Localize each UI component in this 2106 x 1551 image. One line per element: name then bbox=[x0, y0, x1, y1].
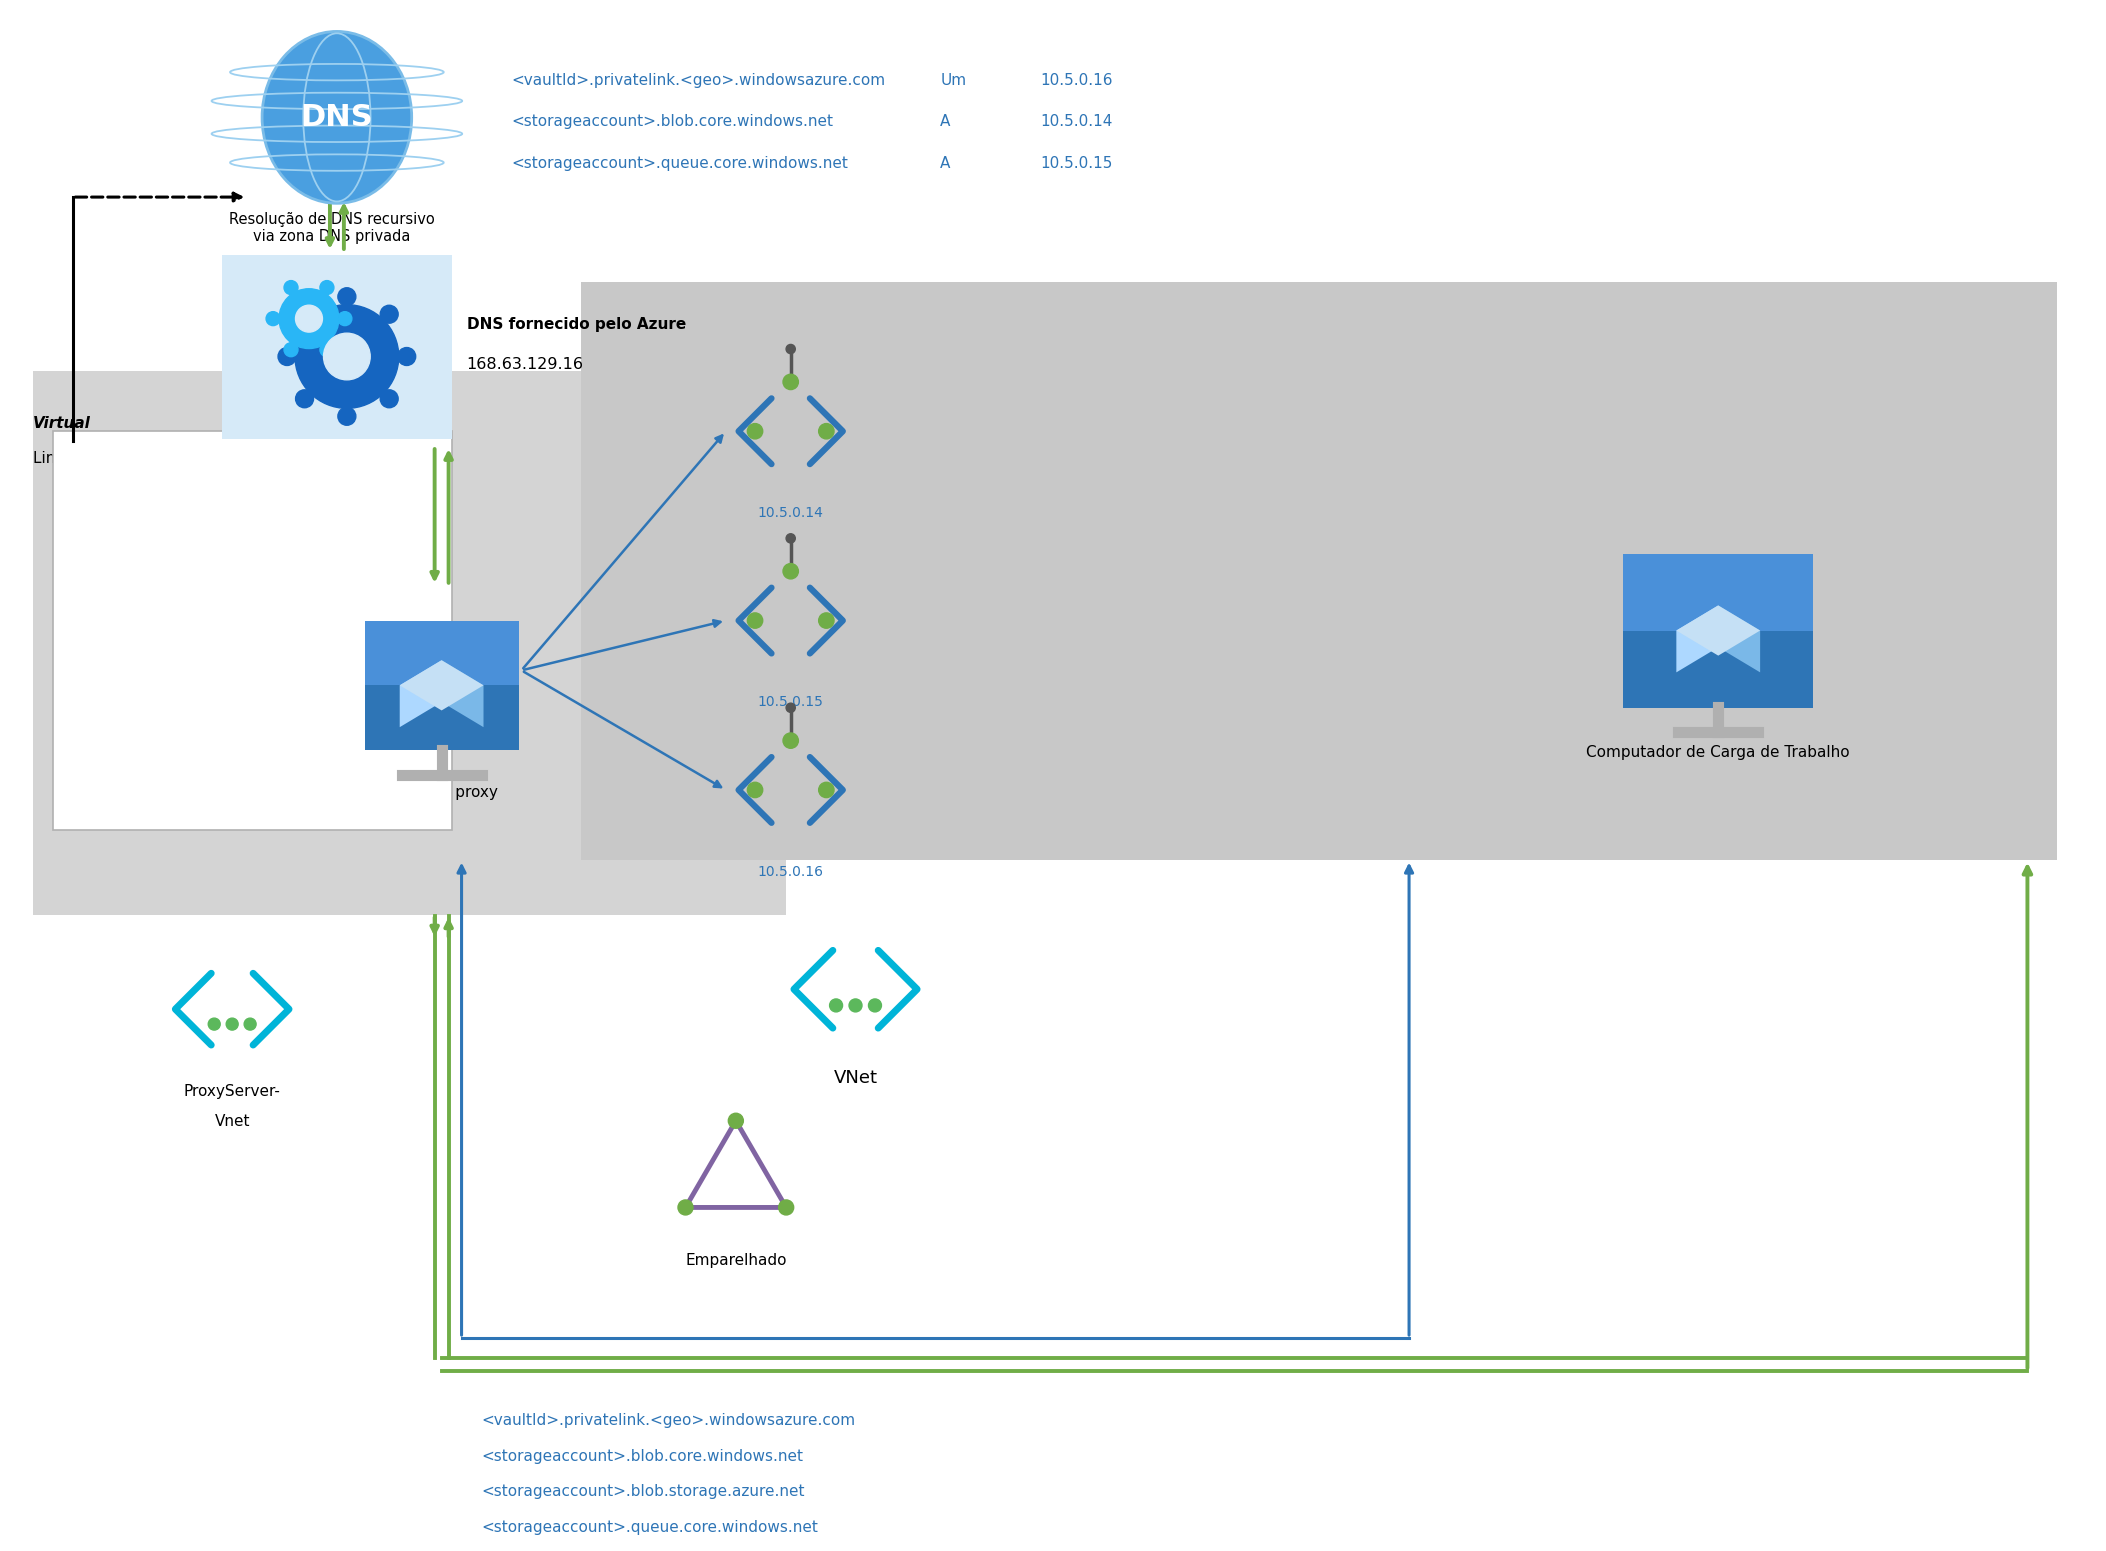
Text: Link de rede: Link de rede bbox=[34, 451, 128, 467]
Text: Um: Um bbox=[939, 73, 967, 87]
Circle shape bbox=[748, 782, 762, 797]
Circle shape bbox=[786, 534, 796, 543]
Circle shape bbox=[244, 1017, 257, 1030]
Text: ProxyServer-: ProxyServer- bbox=[183, 1084, 280, 1100]
Circle shape bbox=[295, 304, 398, 408]
Text: DNS: DNS bbox=[301, 102, 373, 132]
Circle shape bbox=[320, 343, 335, 357]
Text: 10.5.0.16: 10.5.0.16 bbox=[1040, 73, 1112, 87]
Bar bbox=[364, 620, 520, 751]
Circle shape bbox=[819, 782, 834, 797]
Circle shape bbox=[280, 288, 339, 349]
Text: DNS fornecido pelo Azure: DNS fornecido pelo Azure bbox=[468, 316, 687, 332]
Circle shape bbox=[381, 306, 398, 323]
Text: Vnet: Vnet bbox=[215, 1114, 251, 1129]
Text: 168.63.129.16: 168.63.129.16 bbox=[468, 357, 583, 372]
Text: 10.5.0.16: 10.5.0.16 bbox=[758, 864, 823, 879]
Circle shape bbox=[381, 389, 398, 408]
Bar bbox=[34, 371, 786, 915]
Polygon shape bbox=[1676, 605, 1718, 673]
Text: *.blob.core.windows.net: *.blob.core.windows.net bbox=[67, 557, 244, 572]
Text: A: A bbox=[939, 157, 950, 171]
Bar bbox=[53, 431, 451, 830]
Circle shape bbox=[748, 423, 762, 439]
Text: *.login.windows.net: *.login.windows.net bbox=[67, 731, 211, 744]
Circle shape bbox=[819, 423, 834, 439]
Circle shape bbox=[284, 343, 297, 357]
Circle shape bbox=[278, 347, 297, 366]
Circle shape bbox=[225, 1017, 238, 1030]
Text: Virtual: Virtual bbox=[34, 416, 91, 431]
Circle shape bbox=[398, 347, 415, 366]
Circle shape bbox=[783, 734, 798, 748]
Bar bbox=[1624, 554, 1813, 631]
Circle shape bbox=[678, 1200, 693, 1214]
Circle shape bbox=[337, 408, 356, 425]
Circle shape bbox=[337, 312, 352, 326]
Circle shape bbox=[786, 703, 796, 712]
Polygon shape bbox=[1676, 605, 1761, 656]
Ellipse shape bbox=[261, 31, 411, 203]
Bar bbox=[1624, 554, 1813, 709]
Text: *.queue.core.windows.net: *.queue.core.windows.net bbox=[67, 673, 259, 687]
Circle shape bbox=[265, 312, 280, 326]
Circle shape bbox=[786, 344, 796, 354]
Circle shape bbox=[295, 306, 314, 323]
Bar bbox=[1379, 282, 2058, 859]
Text: *.blob.storage.azure.net: *.blob.storage.azure.net bbox=[67, 614, 244, 630]
Bar bbox=[364, 620, 520, 686]
Text: <storageaccount>.blob.core.windows.net: <storageaccount>.blob.core.windows.net bbox=[482, 1449, 804, 1464]
Circle shape bbox=[320, 281, 335, 295]
Text: <storageaccount>.queue.core.windows.net: <storageaccount>.queue.core.windows.net bbox=[512, 157, 849, 171]
Bar bbox=[581, 282, 1468, 859]
Circle shape bbox=[819, 613, 834, 628]
Text: 10.5.0.14: 10.5.0.14 bbox=[758, 506, 823, 520]
Circle shape bbox=[830, 999, 842, 1011]
Circle shape bbox=[748, 613, 762, 628]
Text: <storageaccount>.queue.core.windows.net: <storageaccount>.queue.core.windows.net bbox=[482, 1520, 819, 1535]
Circle shape bbox=[779, 1200, 794, 1214]
Text: Servidor proxy: Servidor proxy bbox=[385, 785, 497, 800]
Bar bbox=[223, 254, 451, 439]
Polygon shape bbox=[400, 661, 442, 727]
Text: <storageaccount>.blob.storage.azure.net: <storageaccount>.blob.storage.azure.net bbox=[482, 1484, 804, 1500]
Text: 10.5.0.15: 10.5.0.15 bbox=[758, 695, 823, 709]
Text: <vaultId>.privatelink.<geo>.windowsazure.com: <vaultId>.privatelink.<geo>.windowsazure… bbox=[512, 73, 885, 87]
Polygon shape bbox=[442, 661, 484, 727]
Circle shape bbox=[295, 306, 322, 332]
Text: *.backup.windowsazure.com: *.backup.windowsazure.com bbox=[67, 499, 276, 513]
Text: Permitir: Permitir bbox=[72, 450, 147, 467]
Text: Emparelhado: Emparelhado bbox=[684, 1253, 786, 1269]
Text: Resolução de DNS recursivo
via zona DNS privada: Resolução de DNS recursivo via zona DNS … bbox=[230, 212, 434, 245]
Circle shape bbox=[208, 1017, 221, 1030]
Circle shape bbox=[868, 999, 882, 1011]
Text: Computador de Carga de Trabalho: Computador de Carga de Trabalho bbox=[1586, 744, 1849, 760]
Circle shape bbox=[337, 288, 356, 306]
Circle shape bbox=[783, 374, 798, 389]
Circle shape bbox=[783, 563, 798, 579]
Circle shape bbox=[295, 389, 314, 408]
Text: 10.5.0.14: 10.5.0.14 bbox=[1040, 115, 1112, 129]
Polygon shape bbox=[400, 661, 484, 710]
Circle shape bbox=[849, 999, 861, 1011]
Text: VNet: VNet bbox=[834, 1069, 878, 1087]
Polygon shape bbox=[1718, 605, 1761, 673]
Text: <vaultId>.privatelink.<geo>.windowsazure.com: <vaultId>.privatelink.<geo>.windowsazure… bbox=[482, 1413, 855, 1428]
Text: A: A bbox=[939, 115, 950, 129]
Text: <storageaccount>.blob.core.windows.net: <storageaccount>.blob.core.windows.net bbox=[512, 115, 834, 129]
Circle shape bbox=[324, 333, 371, 380]
Circle shape bbox=[729, 1114, 743, 1128]
Text: 10.5.0.15: 10.5.0.15 bbox=[1040, 157, 1112, 171]
Circle shape bbox=[284, 281, 297, 295]
